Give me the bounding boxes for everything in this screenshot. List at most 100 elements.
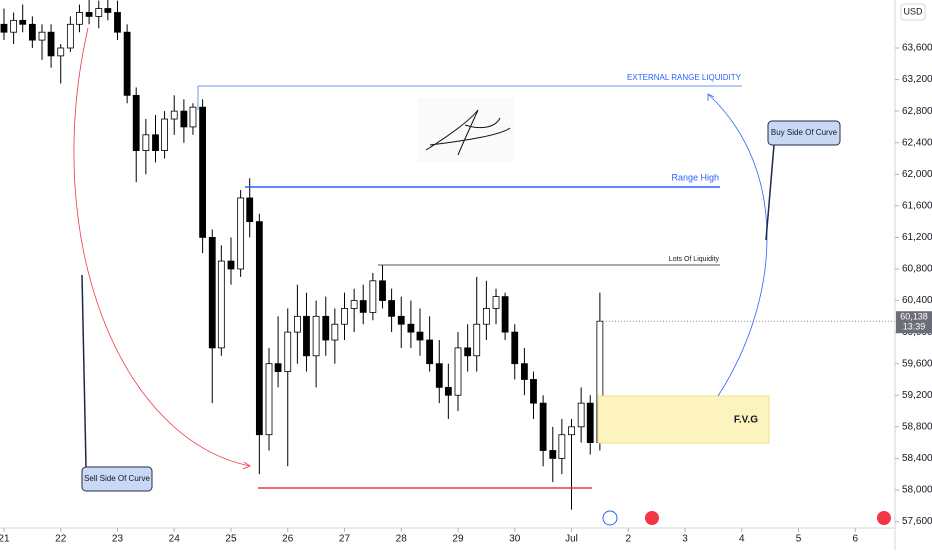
candle-body xyxy=(180,110,188,128)
arrow-head xyxy=(707,93,715,101)
candle-body xyxy=(293,315,301,333)
candle-body xyxy=(10,19,18,33)
candle-body xyxy=(454,347,462,396)
candle-body xyxy=(341,308,348,325)
y-tick-label: 63,600 xyxy=(902,43,932,54)
x-tick-label: 25 xyxy=(225,534,237,545)
currency[interactable]: USD xyxy=(903,6,923,16)
candle-body xyxy=(217,260,225,349)
candle-body xyxy=(152,134,159,151)
candle-body xyxy=(558,434,566,459)
candle-body xyxy=(369,280,377,313)
x-tick-label: 27 xyxy=(339,534,351,545)
last-price-label: 60,138 xyxy=(900,312,928,322)
candle-body xyxy=(511,331,519,365)
candle-body xyxy=(482,308,490,325)
candle-body xyxy=(435,363,443,388)
x-tick-label: 2 xyxy=(625,534,631,545)
candle-body xyxy=(132,94,140,151)
candle-body xyxy=(416,331,424,341)
arrow-head xyxy=(242,461,251,470)
x-tick-label: 23 xyxy=(112,534,124,545)
candle-body xyxy=(76,12,83,25)
x-tick-label: 28 xyxy=(396,534,408,545)
candle-body xyxy=(397,315,405,325)
y-tick-label: 63,200 xyxy=(902,74,932,85)
candle-body xyxy=(577,402,585,428)
y-tick-label: 60,800 xyxy=(902,264,932,275)
candle-body xyxy=(170,110,178,120)
x-tick-label: 6 xyxy=(852,534,858,545)
candle-body xyxy=(521,363,528,380)
candle-body xyxy=(312,315,320,357)
y-tick-label: 59,200 xyxy=(902,390,932,401)
y-tick-label: 58,000 xyxy=(902,485,932,496)
y-tick-label: 62,800 xyxy=(902,106,932,117)
event-icon[interactable] xyxy=(645,511,659,525)
event-icon[interactable] xyxy=(877,511,891,525)
candle-body xyxy=(350,300,358,309)
y-tick-label: 58,400 xyxy=(902,453,932,464)
candle-body xyxy=(47,31,55,57)
candle-body xyxy=(284,331,292,372)
watermark-bg xyxy=(418,98,514,162)
candle-body xyxy=(208,237,216,349)
range-high-label: Range High xyxy=(671,172,719,182)
x-tick-label: 5 xyxy=(796,534,802,545)
candle-body xyxy=(95,8,103,17)
watermark xyxy=(425,109,511,156)
x-tick-label: 21 xyxy=(0,534,10,545)
candle-body xyxy=(568,426,575,436)
candle-body xyxy=(57,47,65,57)
candle-body xyxy=(85,12,93,17)
buy-side-label: Buy Side Of Curve xyxy=(771,128,838,137)
candle-body xyxy=(123,31,131,96)
candle-body xyxy=(161,118,168,151)
x-tick-label: 24 xyxy=(169,534,181,545)
candle-body xyxy=(237,197,245,270)
callout xyxy=(81,466,153,492)
y-tick-label: 57,600 xyxy=(902,516,932,527)
candle-body xyxy=(246,197,254,223)
axes: 57,60058,00058,40058,80059,20059,60060,0… xyxy=(0,43,932,545)
x-tick-label: 29 xyxy=(452,534,464,545)
candle-body xyxy=(331,323,339,341)
liquidity-label: Lots Of Liquidity xyxy=(669,256,720,263)
candle-body xyxy=(19,19,27,25)
last-price-tag xyxy=(896,311,932,334)
y-tick-label: 59,600 xyxy=(902,358,932,369)
callout-pointer xyxy=(81,274,87,468)
candle-body xyxy=(227,260,235,270)
candle-body xyxy=(359,300,367,313)
event-icon[interactable] xyxy=(602,510,618,526)
candle-body xyxy=(265,363,273,436)
candle-body xyxy=(303,315,310,357)
candle-body xyxy=(492,296,500,309)
candle-body xyxy=(539,402,547,451)
y-tick-label: 60,400 xyxy=(902,295,932,306)
candle-body xyxy=(38,31,46,41)
candle-body xyxy=(322,315,330,341)
x-tick-label: 22 xyxy=(55,534,67,545)
candle-body xyxy=(426,339,434,365)
x-tick-label: 26 xyxy=(282,534,294,545)
candle-body xyxy=(199,106,207,238)
y-tick-label: 62,400 xyxy=(902,137,932,148)
candle-body xyxy=(28,23,36,41)
currency-box[interactable] xyxy=(900,3,926,21)
candle-body xyxy=(388,300,395,317)
candle-body xyxy=(549,450,557,459)
candle-body xyxy=(274,363,282,372)
x-tick-label: 3 xyxy=(682,534,688,545)
candle-body xyxy=(530,379,537,404)
plot-area xyxy=(0,0,895,510)
candle-body xyxy=(444,386,452,396)
y-tick-label: 61,200 xyxy=(902,232,932,243)
external-range-label: EXTERNAL RANGE LIQUIDITY xyxy=(627,73,742,82)
candle-body xyxy=(501,296,509,333)
candle-body xyxy=(379,280,386,301)
fvg-label: F.V.G xyxy=(734,415,758,426)
x-tick-label: 30 xyxy=(509,534,521,545)
